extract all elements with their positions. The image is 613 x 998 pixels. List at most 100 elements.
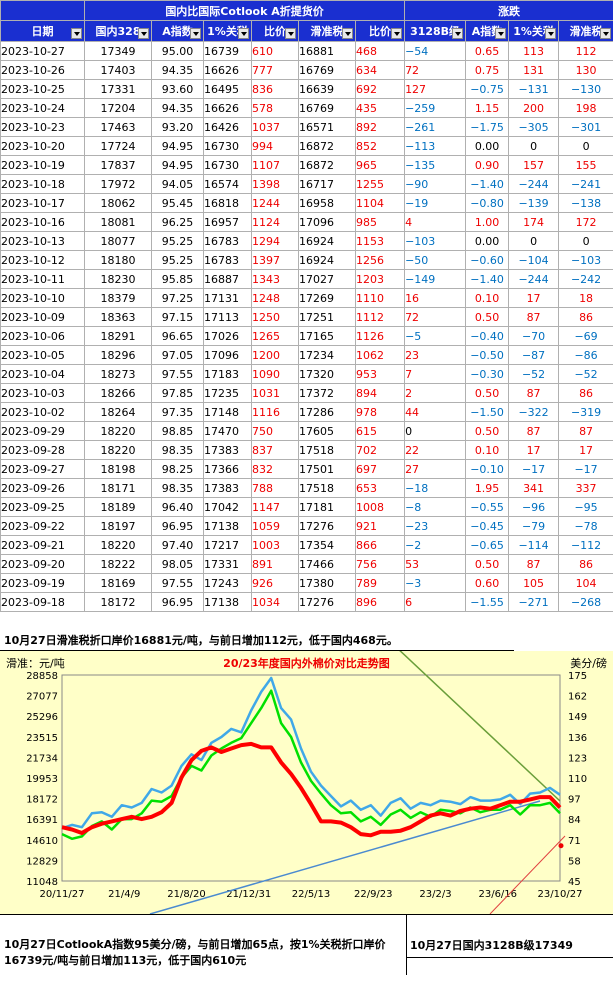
table-cell-date[interactable]: 2023-10-12 (1, 251, 85, 270)
filter-dropdown-button[interactable] (285, 28, 296, 39)
table-cell-d4[interactable]: 86 (559, 308, 613, 327)
table-cell-d4[interactable]: 18 (559, 289, 613, 308)
table-cell-d3[interactable]: 113 (509, 42, 559, 61)
table-cell-h[interactable]: 16924 (299, 232, 356, 251)
table-cell-d4[interactable]: −242 (559, 270, 613, 289)
table-cell-r1[interactable]: 1343 (252, 270, 299, 289)
table-cell-d4[interactable]: 0 (559, 137, 613, 156)
table-cell-r2[interactable]: 435 (356, 99, 405, 118)
table-cell-d2[interactable]: −1.75 (466, 118, 509, 137)
filter-dropdown-button[interactable] (545, 28, 556, 39)
table-cell-r2[interactable]: 697 (356, 460, 405, 479)
table-cell-d1[interactable]: −149 (405, 270, 466, 289)
table-cell-d4[interactable]: −17 (559, 460, 613, 479)
table-cell-d1[interactable]: 0 (405, 422, 466, 441)
table-cell-t1[interactable]: 16818 (204, 194, 252, 213)
table-cell-r2[interactable]: 866 (356, 536, 405, 555)
table-cell-h[interactable]: 17518 (299, 479, 356, 498)
table-cell-r1[interactable]: 891 (252, 555, 299, 574)
table-cell-t1[interactable]: 17383 (204, 479, 252, 498)
table-cell-c328[interactable]: 18171 (85, 479, 152, 498)
table-cell-d4[interactable]: 86 (559, 384, 613, 403)
table-cell-a[interactable]: 94.05 (152, 175, 204, 194)
table-cell-h[interactable]: 17380 (299, 574, 356, 593)
filter-dropdown-button[interactable] (71, 28, 82, 39)
table-cell-d2[interactable]: −0.50 (466, 346, 509, 365)
table-cell-t1[interactable]: 16783 (204, 232, 252, 251)
filter-dropdown-button[interactable] (190, 28, 201, 39)
table-cell-r1[interactable]: 1124 (252, 213, 299, 232)
filter-dropdown-button[interactable] (600, 28, 611, 39)
table-cell-d4[interactable]: −86 (559, 346, 613, 365)
table-cell-t1[interactable]: 16887 (204, 270, 252, 289)
table-cell-date[interactable]: 2023-10-17 (1, 194, 85, 213)
table-cell-c328[interactable]: 18169 (85, 574, 152, 593)
table-cell-d3[interactable]: 200 (509, 99, 559, 118)
table-cell-t1[interactable]: 17026 (204, 327, 252, 346)
table-cell-d2[interactable]: −0.80 (466, 194, 509, 213)
table-cell-t1[interactable]: 16574 (204, 175, 252, 194)
filter-dropdown-button[interactable] (138, 28, 149, 39)
table-cell-c328[interactable]: 18220 (85, 422, 152, 441)
table-cell-d3[interactable]: 87 (509, 308, 559, 327)
table-cell-d2[interactable]: 0.00 (466, 232, 509, 251)
table-cell-c328[interactable]: 18197 (85, 517, 152, 536)
table-cell-d3[interactable]: 17 (509, 289, 559, 308)
table-cell-d1[interactable]: 16 (405, 289, 466, 308)
table-cell-t1[interactable]: 17331 (204, 555, 252, 574)
table-cell-d1[interactable]: −5 (405, 327, 466, 346)
table-cell-r2[interactable]: 1255 (356, 175, 405, 194)
filter-dropdown-button[interactable] (452, 28, 463, 39)
table-cell-d2[interactable]: 0.50 (466, 308, 509, 327)
table-cell-c328[interactable]: 18081 (85, 213, 152, 232)
table-cell-r1[interactable]: 1090 (252, 365, 299, 384)
table-cell-c328[interactable]: 18264 (85, 403, 152, 422)
table-cell-h[interactable]: 17276 (299, 517, 356, 536)
table-cell-d2[interactable]: −0.60 (466, 251, 509, 270)
table-cell-d4[interactable]: −52 (559, 365, 613, 384)
table-cell-r2[interactable]: 692 (356, 80, 405, 99)
table-cell-r2[interactable]: 1110 (356, 289, 405, 308)
table-cell-d4[interactable]: −95 (559, 498, 613, 517)
table-cell-date[interactable]: 2023-10-13 (1, 232, 85, 251)
table-cell-d2[interactable]: −0.55 (466, 498, 509, 517)
table-cell-r2[interactable]: 965 (356, 156, 405, 175)
table-cell-t1[interactable]: 17138 (204, 593, 252, 612)
table-cell-d4[interactable]: −78 (559, 517, 613, 536)
table-cell-d1[interactable]: 72 (405, 61, 466, 80)
table-cell-d1[interactable]: −2 (405, 536, 466, 555)
table-cell-r2[interactable]: 789 (356, 574, 405, 593)
table-cell-t1[interactable]: 16730 (204, 137, 252, 156)
table-cell-date[interactable]: 2023-10-02 (1, 403, 85, 422)
table-cell-date[interactable]: 2023-10-18 (1, 175, 85, 194)
table-cell-t1[interactable]: 17383 (204, 441, 252, 460)
table-cell-d4[interactable]: −301 (559, 118, 613, 137)
table-cell-r1[interactable]: 750 (252, 422, 299, 441)
table-cell-date[interactable]: 2023-10-05 (1, 346, 85, 365)
table-cell-d2[interactable]: 0.65 (466, 42, 509, 61)
table-cell-a[interactable]: 93.20 (152, 118, 204, 137)
table-cell-t1[interactable]: 17096 (204, 346, 252, 365)
table-cell-c328[interactable]: 18273 (85, 365, 152, 384)
table-cell-c328[interactable]: 18230 (85, 270, 152, 289)
table-cell-r1[interactable]: 1031 (252, 384, 299, 403)
table-cell-d3[interactable]: −52 (509, 365, 559, 384)
table-cell-d1[interactable]: 53 (405, 555, 466, 574)
table-cell-h[interactable]: 16769 (299, 99, 356, 118)
table-cell-d4[interactable]: −268 (559, 593, 613, 612)
table-cell-a[interactable]: 96.65 (152, 327, 204, 346)
table-cell-a[interactable]: 98.25 (152, 460, 204, 479)
table-cell-date[interactable]: 2023-10-23 (1, 118, 85, 137)
filter-dropdown-button[interactable] (391, 28, 402, 39)
table-cell-d4[interactable]: 130 (559, 61, 613, 80)
table-cell-d3[interactable]: 87 (509, 422, 559, 441)
table-cell-t1[interactable]: 17183 (204, 365, 252, 384)
table-cell-c328[interactable]: 18198 (85, 460, 152, 479)
table-cell-a[interactable]: 97.55 (152, 574, 204, 593)
table-cell-d4[interactable]: −69 (559, 327, 613, 346)
table-cell-d1[interactable]: 44 (405, 403, 466, 422)
table-cell-date[interactable]: 2023-10-24 (1, 99, 85, 118)
table-cell-d2[interactable]: 0.00 (466, 137, 509, 156)
table-cell-d2[interactable]: 0.90 (466, 156, 509, 175)
table-cell-h[interactable]: 17466 (299, 555, 356, 574)
